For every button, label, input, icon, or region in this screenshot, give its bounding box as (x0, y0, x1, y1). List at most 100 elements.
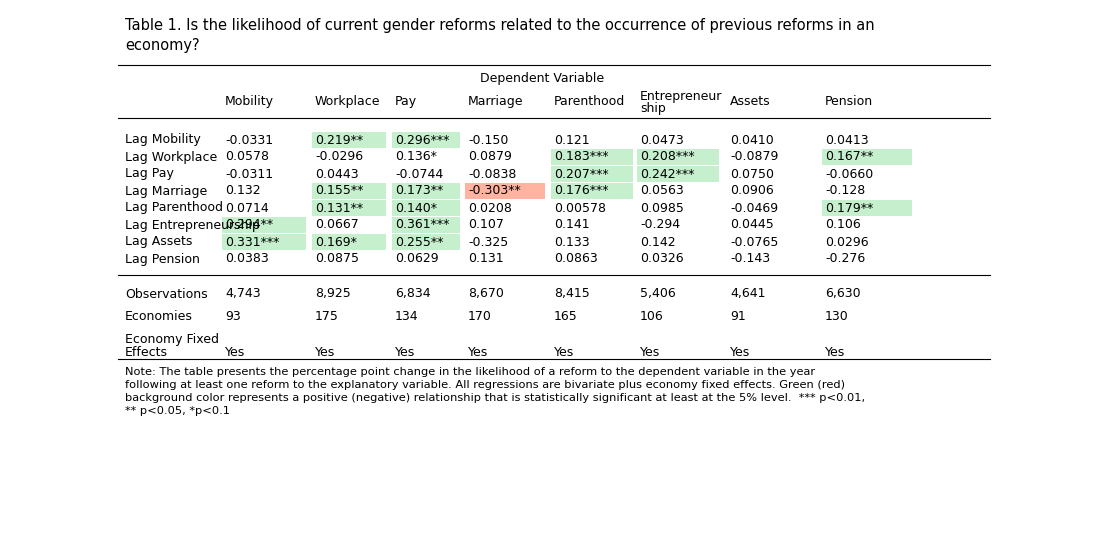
Text: 0.0879: 0.0879 (468, 150, 512, 164)
Text: 0.0443: 0.0443 (315, 167, 358, 181)
Text: 0.0667: 0.0667 (315, 219, 358, 231)
Text: 0.0326: 0.0326 (640, 253, 684, 265)
Text: -0.0744: -0.0744 (395, 167, 443, 181)
Text: 134: 134 (395, 310, 419, 322)
Text: Lag Mobility: Lag Mobility (125, 133, 201, 147)
Text: -0.0879: -0.0879 (730, 150, 779, 164)
Bar (392, 132, 460, 148)
Text: -0.143: -0.143 (730, 253, 770, 265)
Text: 6,630: 6,630 (825, 287, 860, 301)
Text: 0.219**: 0.219** (315, 133, 363, 147)
Text: Lag Pay: Lag Pay (125, 167, 174, 181)
Text: ship: ship (640, 102, 666, 115)
Text: 165: 165 (554, 310, 578, 322)
Text: 0.155**: 0.155** (315, 184, 363, 198)
Text: Yes: Yes (395, 346, 415, 359)
Text: Effects: Effects (125, 346, 168, 359)
Text: 0.132: 0.132 (225, 184, 260, 198)
Text: -0.0311: -0.0311 (225, 167, 274, 181)
Text: Observations: Observations (125, 287, 207, 301)
Text: -0.276: -0.276 (825, 253, 865, 265)
Text: Lag Parenthood: Lag Parenthood (125, 201, 223, 214)
Text: 0.208***: 0.208*** (640, 150, 695, 164)
Text: Lag Pension: Lag Pension (125, 253, 200, 265)
Text: 4,641: 4,641 (730, 287, 765, 301)
Text: Yes: Yes (468, 346, 489, 359)
Text: 0.131**: 0.131** (315, 201, 363, 214)
Text: ** p<0.05, *p<0.1: ** p<0.05, *p<0.1 (125, 406, 231, 416)
Text: 0.0296: 0.0296 (825, 236, 869, 248)
Text: 0.0906: 0.0906 (730, 184, 773, 198)
Text: 0.179**: 0.179** (825, 201, 874, 214)
Bar (392, 200, 460, 216)
Text: Yes: Yes (225, 346, 245, 359)
Text: -0.150: -0.150 (468, 133, 508, 147)
Text: 4,743: 4,743 (225, 287, 260, 301)
Text: Note: The table presents the percentage point change in the likelihood of a refo: Note: The table presents the percentage … (125, 367, 815, 377)
Text: 0.294**: 0.294** (225, 219, 274, 231)
Text: 0.0863: 0.0863 (554, 253, 598, 265)
Text: 5,406: 5,406 (640, 287, 676, 301)
Bar (465, 183, 545, 199)
Text: 6,834: 6,834 (395, 287, 430, 301)
Text: following at least one reform to the explanatory variable. All regressions are b: following at least one reform to the exp… (125, 380, 845, 390)
Text: Assets: Assets (730, 95, 771, 108)
Text: -0.0765: -0.0765 (730, 236, 779, 248)
Text: 0.296***: 0.296*** (395, 133, 449, 147)
Bar (638, 149, 719, 165)
Text: economy?: economy? (125, 38, 200, 53)
Text: Table 1. Is the likelihood of current gender reforms related to the occurrence o: Table 1. Is the likelihood of current ge… (125, 18, 875, 33)
Text: 175: 175 (315, 310, 339, 322)
Text: 170: 170 (468, 310, 492, 322)
Text: 0.0208: 0.0208 (468, 201, 512, 214)
Bar (312, 200, 386, 216)
Text: Economy Fixed: Economy Fixed (125, 333, 219, 346)
Text: 0.0750: 0.0750 (730, 167, 774, 181)
Text: Yes: Yes (554, 346, 575, 359)
Text: Economies: Economies (125, 310, 193, 322)
Text: 0.173**: 0.173** (395, 184, 443, 198)
Text: 0.142: 0.142 (640, 236, 676, 248)
Text: 91: 91 (730, 310, 746, 322)
Text: 0.0383: 0.0383 (225, 253, 269, 265)
Bar (222, 234, 306, 250)
Text: 0.242***: 0.242*** (640, 167, 695, 181)
Text: Parenthood: Parenthood (554, 95, 625, 108)
Text: 0.0413: 0.0413 (825, 133, 869, 147)
Text: -0.0660: -0.0660 (825, 167, 874, 181)
Text: 0.136*: 0.136* (395, 150, 437, 164)
Text: Dependent Variable: Dependent Variable (481, 72, 604, 85)
Bar (392, 217, 460, 233)
Text: 0.106: 0.106 (825, 219, 860, 231)
Text: -0.128: -0.128 (825, 184, 865, 198)
Bar (638, 166, 719, 182)
Text: -0.0469: -0.0469 (730, 201, 778, 214)
Text: Lag Assets: Lag Assets (125, 236, 192, 248)
Text: 0.00578: 0.00578 (554, 201, 606, 214)
Text: Lag Workplace: Lag Workplace (125, 150, 217, 164)
Text: 0.107: 0.107 (468, 219, 504, 231)
Text: Mobility: Mobility (225, 95, 274, 108)
Text: -0.303**: -0.303** (468, 184, 521, 198)
Text: 0.255**: 0.255** (395, 236, 443, 248)
Text: Yes: Yes (730, 346, 750, 359)
Text: 8,925: 8,925 (315, 287, 351, 301)
Text: 0.361***: 0.361*** (395, 219, 449, 231)
Text: 0.0875: 0.0875 (315, 253, 358, 265)
Text: 0.183***: 0.183*** (554, 150, 609, 164)
Text: 0.169*: 0.169* (315, 236, 357, 248)
Bar (312, 183, 386, 199)
Text: 0.176***: 0.176*** (554, 184, 609, 198)
Bar (822, 200, 912, 216)
Text: 0.133: 0.133 (554, 236, 590, 248)
Text: 0.121: 0.121 (554, 133, 590, 147)
Bar (392, 234, 460, 250)
Text: 0.0985: 0.0985 (640, 201, 684, 214)
Bar (552, 166, 633, 182)
Text: 0.0445: 0.0445 (730, 219, 773, 231)
Text: Lag Marriage: Lag Marriage (125, 184, 207, 198)
Text: 0.0410: 0.0410 (730, 133, 773, 147)
Text: Workplace: Workplace (315, 95, 381, 108)
Text: 0.0578: 0.0578 (225, 150, 269, 164)
Text: Lag Entrepreneurship: Lag Entrepreneurship (125, 219, 260, 231)
